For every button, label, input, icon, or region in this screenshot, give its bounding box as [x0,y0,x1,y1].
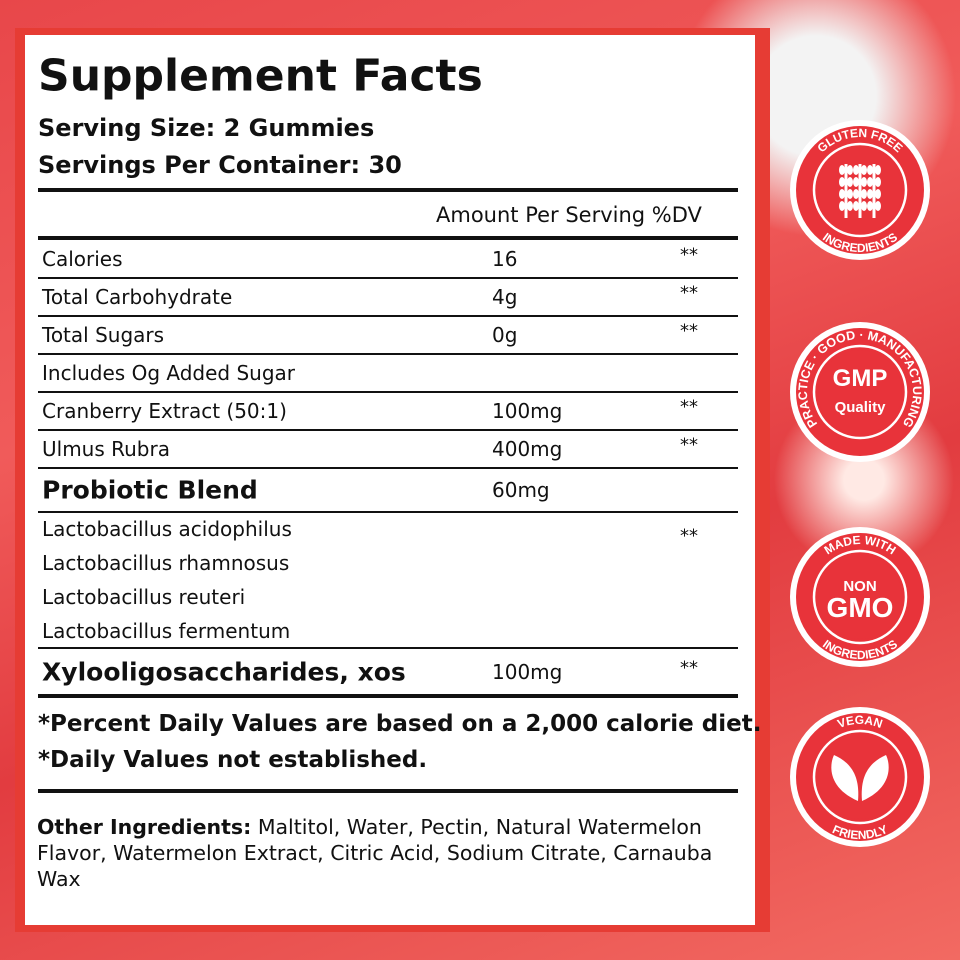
supplement-label [25,35,755,925]
amount: 0g [492,323,518,347]
amount: 400mg [492,437,563,461]
badge-center-text: GMP [833,365,888,392]
grain [853,189,859,199]
rule [38,188,738,192]
ingredient-name: Xylooligosaccharides, xos [42,657,406,687]
badge-divider [812,729,908,825]
other-ingredients: Other Ingredients: Maltitol, Water, Pect… [37,814,747,892]
daily-value: ** [680,396,698,418]
title: Supplement Facts [38,50,483,102]
ingredient-name: Lactobacillus fermentum [42,619,291,643]
ingredient-name: Lactobacillus reuteri [42,585,246,609]
ingredient-name: Includes Og Added Sugar [42,361,295,385]
column-header: Amount Per Serving %DV [436,203,702,227]
grain [839,165,845,175]
badge-ring-text-path: FRIENDLY [830,822,889,842]
grain [875,189,881,199]
grain [875,177,881,187]
rule [38,694,738,698]
rule [38,236,738,240]
grain [867,165,873,175]
ingredient-name: Total Sugars [42,323,165,347]
leaf [831,755,859,801]
badge: VEGAN FRIENDLY [790,707,930,847]
badge-divider [812,142,908,238]
grain [847,177,853,187]
badge-ring-text: VEGAN [836,713,885,731]
ingredient-name: Lactobacillus acidophilus [42,517,292,541]
ingredient-name: Probiotic Blend [42,475,258,505]
rule [38,277,738,279]
grain [861,189,867,199]
amount: 100mg [492,399,563,423]
other-ingredients-text: Maltitol, Water, Pectin, Natural Waterme… [37,815,713,891]
footnote: *Daily Values not established. [38,747,428,773]
daily-value: ** [680,434,698,456]
badge-core [818,350,902,434]
leaf-icon [831,755,889,801]
amount: 60mg [492,478,550,502]
wheat-icon [839,164,881,218]
grain [839,177,845,187]
grain [875,201,881,211]
rule [38,789,738,793]
grain [867,201,873,211]
grain [853,177,859,187]
badge-divider [812,344,908,440]
grain [861,201,867,211]
badge-ring-text: FRIENDLY [830,822,889,842]
ingredient-name: Ulmus Rubra [42,437,170,461]
grain [853,201,859,211]
daily-value: ** [680,244,698,266]
rule [38,429,738,431]
other-ingredients-label: Other Ingredients: [37,815,252,839]
amount: 4g [492,285,518,309]
rule [38,467,738,469]
ingredient-name: Total Carbohydrate [42,285,233,309]
rule [38,353,738,355]
grain [875,165,881,175]
grain [861,177,867,187]
rule [38,391,738,393]
ingredient-name: Calories [42,247,123,271]
grain [867,189,873,199]
rule [38,647,738,649]
badge-center-text: NON [843,578,876,595]
daily-value: ** [680,525,698,547]
daily-value: ** [680,282,698,304]
daily-value: ** [680,320,698,342]
daily-value: ** [680,657,698,679]
badge-center-text: GMO [827,592,894,623]
servings-per-container: Servings Per Container: 30 [38,151,402,179]
leaf [861,755,889,801]
badge-core [818,555,902,639]
badge-core [818,735,902,819]
badge-center-text: Quality [835,399,887,416]
ingredient-name: Cranberry Extract (50:1) [42,399,287,423]
grain [839,189,845,199]
amount: 100mg [492,660,563,684]
serving-size: Serving Size: 2 Gummies [38,114,375,142]
grain [847,189,853,199]
grain [853,165,859,175]
badge-divider [812,549,908,645]
footnote: *Percent Daily Values are based on a 2,0… [38,711,762,737]
rule [38,511,738,513]
badge: PRACTICE · GOOD · MANUFACTURINGGMPQualit… [790,322,930,462]
grain [847,165,853,175]
badge-ring-text-path: VEGAN [836,713,885,731]
ingredient-name: Lactobacillus rhamnosus [42,551,290,575]
rule [38,315,738,317]
grain [839,201,845,211]
amount: 16 [492,247,518,271]
grain [847,201,853,211]
grain [867,177,873,187]
grain [861,165,867,175]
